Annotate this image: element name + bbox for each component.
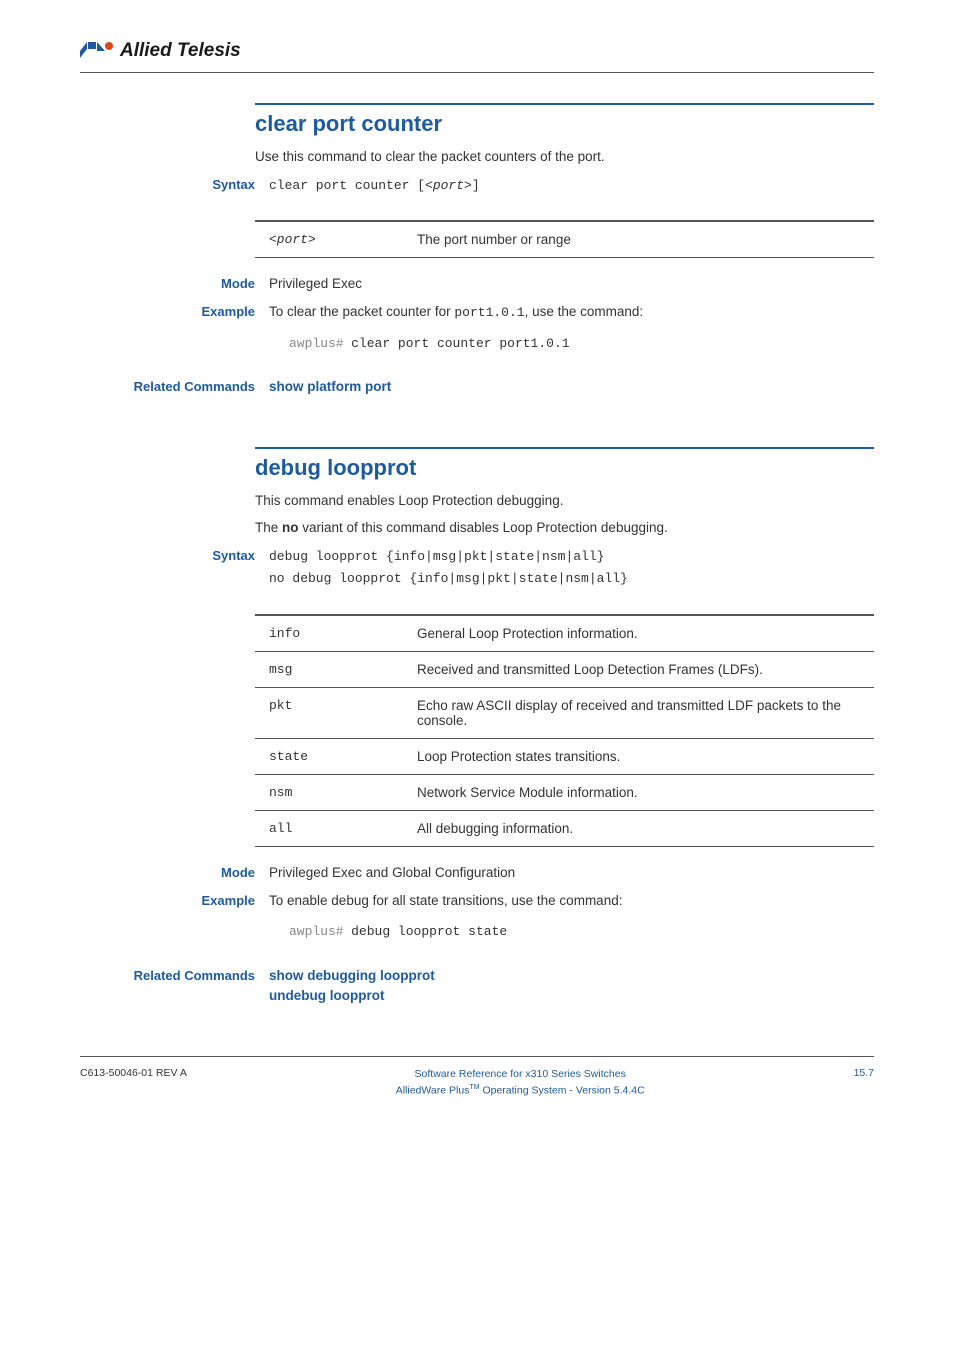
clear-port-intro: Use this command to clear the packet cou… <box>255 147 874 167</box>
table-row: pkt Echo raw ASCII display of received a… <box>255 687 874 738</box>
example-intro-pre: To clear the packet counter for <box>269 304 454 319</box>
logo-icon <box>80 42 114 60</box>
param-table-debug: info General Loop Protection information… <box>255 614 874 847</box>
param-name: state <box>255 738 403 774</box>
param-desc: General Loop Protection information. <box>403 615 874 652</box>
param-name: nsm <box>255 774 403 810</box>
brand-logo: Allied Telesis <box>80 40 874 62</box>
table-row: info General Loop Protection information… <box>255 615 874 652</box>
syntax-code: clear port counter [<port>] <box>269 178 480 193</box>
param-desc: Network Service Module information. <box>403 774 874 810</box>
section-divider <box>255 447 874 449</box>
param-desc: Received and transmitted Loop Detection … <box>403 651 874 687</box>
syntax-label: Syntax <box>80 175 269 192</box>
example-prompt: awplus# <box>289 924 344 939</box>
example-label: Example <box>80 302 269 319</box>
footer-doc-id: C613-50046-01 REV A <box>80 1067 187 1079</box>
section-divider <box>255 103 874 105</box>
table-row: state Loop Protection states transitions… <box>255 738 874 774</box>
example-prompt: awplus# <box>289 336 344 351</box>
param-name: <port> <box>255 221 403 258</box>
example-label: Example <box>80 891 269 908</box>
table-row: nsm Network Service Module information. <box>255 774 874 810</box>
param-name: pkt <box>255 687 403 738</box>
syntax-code-2: no debug loopprot {info|msg|pkt|state|ns… <box>269 568 874 590</box>
param-name: all <box>255 810 403 846</box>
mode-text: Privileged Exec and Global Configuration <box>269 863 874 883</box>
related-commands-label: Related Commands <box>80 377 269 394</box>
related-commands-label: Related Commands <box>80 966 269 983</box>
param-desc: Loop Protection states transitions. <box>403 738 874 774</box>
example-intro-code: port1.0.1 <box>454 305 524 320</box>
header-divider <box>80 72 874 73</box>
section-title-clear-port: clear port counter <box>255 111 874 137</box>
param-name: info <box>255 615 403 652</box>
mode-label: Mode <box>80 863 269 880</box>
syntax-code-1: debug loopprot {info|msg|pkt|state|nsm|a… <box>269 546 874 568</box>
related-link[interactable]: show platform port <box>269 379 391 394</box>
table-row: all All debugging information. <box>255 810 874 846</box>
param-table-clear-port: <port> The port number or range <box>255 220 874 258</box>
debug-intro2: The no variant of this command disables … <box>255 518 874 538</box>
example-cmd: debug loopprot state <box>351 924 507 939</box>
debug-intro1: This command enables Loop Protection deb… <box>255 491 874 511</box>
example-intro: To enable debug for all state transition… <box>269 893 622 908</box>
param-desc: All debugging information. <box>403 810 874 846</box>
related-link[interactable]: show debugging loopprot <box>269 966 874 986</box>
param-desc: Echo raw ASCII display of received and t… <box>403 687 874 738</box>
section-title-debug-loopprot: debug loopprot <box>255 455 874 481</box>
footer-line1: Software Reference for x310 Series Switc… <box>187 1067 854 1083</box>
example-intro-post: , use the command: <box>525 304 644 319</box>
syntax-label: Syntax <box>80 546 269 563</box>
footer-line2: AlliedWare PlusTM Operating System - Ver… <box>187 1083 854 1099</box>
table-row: <port> The port number or range <box>255 221 874 258</box>
mode-label: Mode <box>80 274 269 291</box>
param-name: msg <box>255 651 403 687</box>
related-link[interactable]: undebug loopprot <box>269 986 874 1006</box>
param-desc: The port number or range <box>403 221 874 258</box>
page-footer: C613-50046-01 REV A Software Reference f… <box>80 1057 874 1099</box>
footer-page-number: 15.7 <box>854 1067 874 1079</box>
brand-text: Allied Telesis <box>120 40 241 62</box>
table-row: msg Received and transmitted Loop Detect… <box>255 651 874 687</box>
example-cmd: clear port counter port1.0.1 <box>351 336 569 351</box>
mode-text: Privileged Exec <box>269 274 874 294</box>
